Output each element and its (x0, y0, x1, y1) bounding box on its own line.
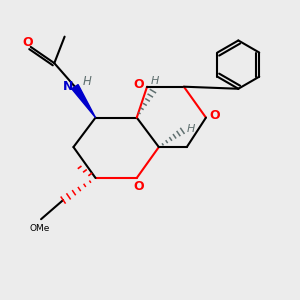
Text: O: O (133, 180, 143, 193)
Text: H: H (150, 76, 159, 86)
Text: O: O (209, 109, 220, 122)
Text: OMe: OMe (29, 224, 50, 232)
Polygon shape (72, 85, 95, 118)
Text: H: H (187, 124, 195, 134)
Text: O: O (22, 36, 32, 49)
Text: N: N (63, 80, 74, 93)
Text: O: O (133, 78, 143, 91)
Text: H: H (83, 75, 92, 88)
